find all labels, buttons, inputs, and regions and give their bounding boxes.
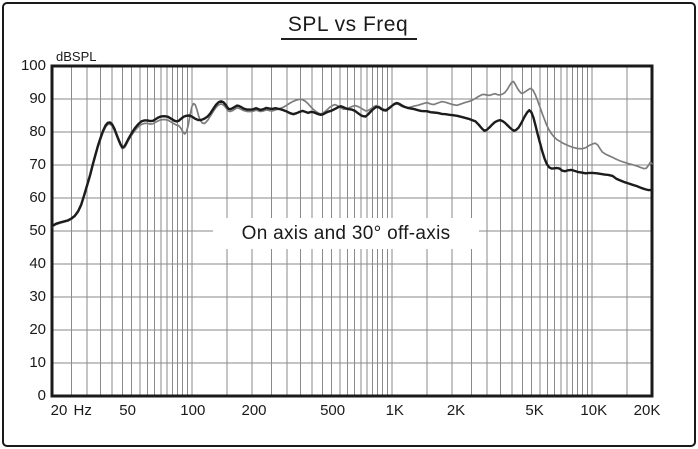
y-tick-label: 90 [29, 90, 46, 107]
y-tick-label: 40 [29, 255, 46, 272]
y-tick-label: 70 [29, 156, 46, 173]
y-tick-label: 10 [29, 354, 46, 371]
x-tick-label: Hz [73, 402, 92, 419]
chart-title-row: SPL vs Freq [0, 13, 698, 40]
x-tick-label: 20K [633, 402, 661, 419]
30-deg-off-axis-curve [51, 80, 653, 228]
annotation: On axis and 30° off-axis [213, 218, 479, 249]
chart-title: SPL vs Freq [280, 13, 418, 40]
x-tick-label: 500 [320, 402, 346, 419]
y-tick-label: 20 [29, 321, 46, 338]
y-tick-label: 0 [37, 387, 46, 404]
x-tick-label: 10K [580, 402, 608, 419]
y-tick-label: 50 [29, 222, 46, 239]
y-tick-label: 100 [20, 57, 46, 74]
x-tick-label: 2K [446, 402, 466, 419]
x-tick-label: 5K [525, 402, 544, 419]
y-tick-label: 60 [29, 189, 46, 206]
x-tick-label: 1K [385, 402, 404, 419]
x-tick-label: 20 [50, 402, 68, 419]
x-tick-label: 50 [119, 402, 136, 419]
x-tick-label: 200 [241, 402, 267, 419]
y-axis-unit-label: dBSPL [56, 49, 97, 64]
on-axis-curve [50, 100, 654, 228]
y-tick-label: 80 [29, 123, 46, 140]
x-tick-label: 100 [180, 402, 206, 419]
plot-border [50, 64, 654, 398]
y-tick-label: 30 [29, 288, 46, 305]
